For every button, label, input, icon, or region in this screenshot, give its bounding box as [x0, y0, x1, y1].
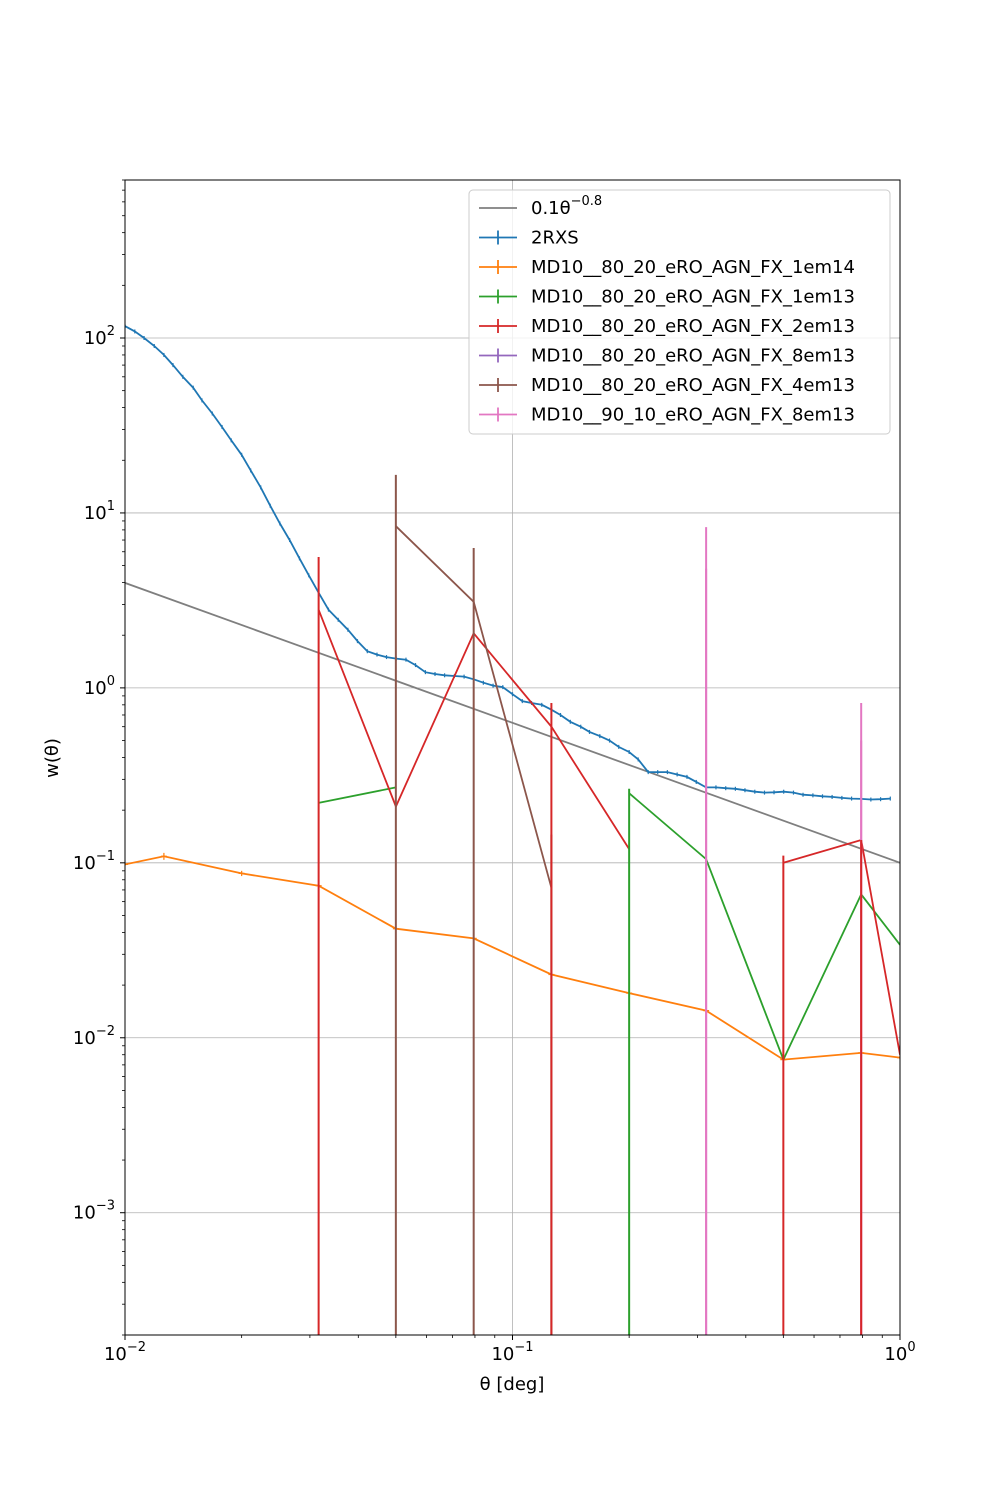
y-tick-exponent: 2 [107, 324, 115, 339]
y-tick-label: 10−2 [73, 1024, 115, 1049]
y-tick-base: 10 [73, 1028, 96, 1049]
y-axis-label: w(θ) [42, 738, 63, 778]
series-0 [125, 582, 900, 864]
legend-label: MD10__80_20_eRO_AGN_FX_1em14 [531, 257, 855, 278]
legend-entry: MD10__80_20_eRO_AGN_FX_8em13 [479, 346, 855, 367]
legend-box [468, 189, 891, 435]
y-tick-base: 10 [84, 328, 107, 349]
legend-entry: 0.1θ−0.8 [479, 194, 602, 219]
x-tick-base: 10 [104, 1344, 127, 1365]
legend-entry: 2RXS [479, 228, 579, 249]
legend-entry: MD10__90_10_eRO_AGN_FX_8em13 [479, 405, 855, 426]
legend-label: 2RXS [531, 228, 579, 249]
y-tick-label: 10−1 [73, 849, 115, 874]
legend-entry: MD10__80_20_eRO_AGN_FX_1em14 [479, 257, 855, 278]
y-tick-label: 10−3 [73, 1199, 115, 1224]
legend: 0.1θ−0.8 2RXS MD10__80_20_eRO_AGN_FX_1em14… [468, 189, 891, 435]
series-line [125, 582, 900, 864]
y-tick-base: 10 [73, 1203, 96, 1224]
legend-label-exponent: −0.8 [571, 194, 603, 209]
x-tick-label: 100 [884, 1340, 915, 1365]
legend-label: 0.1θ−0.8 [531, 194, 602, 219]
series-group [125, 324, 900, 1335]
y-tick-exponent: −3 [96, 1199, 115, 1214]
x-axis-label: θ [deg] [480, 1374, 545, 1395]
y-tick-base: 10 [84, 678, 107, 699]
legend-label: MD10__80_20_eRO_AGN_FX_8em13 [531, 346, 855, 367]
x-tick-exponent: −2 [127, 1340, 146, 1355]
x-tick-label: 10−1 [491, 1340, 533, 1365]
legend-entry: MD10__80_20_eRO_AGN_FX_2em13 [479, 316, 855, 337]
legend-label: MD10__90_10_eRO_AGN_FX_8em13 [531, 405, 855, 426]
y-tick-base: 10 [84, 503, 107, 524]
y-tick-exponent: −1 [96, 849, 115, 864]
legend-label: MD10__80_20_eRO_AGN_FX_4em13 [531, 375, 855, 396]
series-line [125, 855, 900, 1061]
x-tick-base: 10 [491, 1344, 514, 1365]
legend-entry: MD10__80_20_eRO_AGN_FX_1em13 [479, 287, 855, 308]
legend-label: MD10__80_20_eRO_AGN_FX_1em13 [531, 287, 855, 308]
legend-label: MD10__80_20_eRO_AGN_FX_2em13 [531, 316, 855, 337]
series-layer [125, 324, 900, 1335]
y-tick-base: 10 [73, 853, 96, 874]
y-tick-exponent: 0 [107, 674, 115, 689]
y-tick-label: 101 [84, 499, 115, 524]
legend-entry: MD10__80_20_eRO_AGN_FX_4em13 [479, 375, 855, 396]
x-tick-exponent: 0 [907, 1340, 915, 1355]
y-tick-label: 100 [84, 674, 115, 699]
x-tick-exponent: −1 [514, 1340, 533, 1355]
series-1 [125, 324, 891, 802]
y-tick-label: 102 [84, 324, 115, 349]
legend-label-main: 0.1θ [531, 198, 571, 219]
x-tick-base: 10 [884, 1344, 907, 1365]
series-line [125, 325, 891, 801]
y-tick-exponent: 1 [107, 499, 115, 514]
x-tick-label: 10−2 [104, 1340, 146, 1365]
series-line [318, 786, 397, 804]
y-tick-exponent: −2 [96, 1024, 115, 1039]
